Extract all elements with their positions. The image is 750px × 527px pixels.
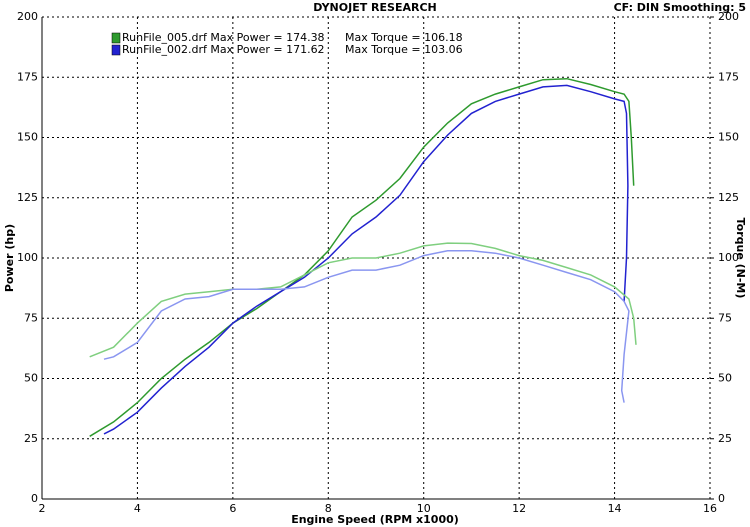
x-tick-label: 2 — [39, 502, 46, 515]
x-tick-label: 14 — [608, 502, 622, 515]
y2-tick-label: 0 — [718, 492, 725, 505]
y-tick-label: 125 — [17, 191, 38, 204]
x-tick-label: 10 — [417, 502, 431, 515]
chart-title: DYNOJET RESEARCH — [313, 1, 436, 14]
legend-entry: Max Torque = 103.06 — [345, 43, 463, 56]
x-tick-label: 12 — [512, 502, 526, 515]
y-tick-label: 200 — [17, 10, 38, 23]
y2-axis-label: Torque (N-M) — [734, 218, 747, 299]
y2-tick-label: 100 — [718, 251, 739, 264]
legend-entry: RunFile_002.drf Max Power = 171.62 — [122, 43, 325, 56]
y2-tick-label: 125 — [718, 191, 739, 204]
y-tick-label: 0 — [31, 492, 38, 505]
x-tick-label: 6 — [229, 502, 236, 515]
torque-line — [89, 242, 637, 358]
power-line — [89, 77, 635, 437]
y-tick-label: 50 — [24, 372, 38, 385]
y2-tick-label: 150 — [718, 131, 739, 144]
y2-tick-label: 75 — [718, 311, 732, 324]
power-line — [103, 84, 629, 435]
torque-line — [103, 250, 630, 403]
y2-tick-label: 50 — [718, 372, 732, 385]
legend-entry: Max Torque = 106.18 — [345, 31, 463, 44]
legend-swatch — [111, 32, 121, 44]
y2-tick-label: 200 — [718, 10, 739, 23]
y-tick-label: 100 — [17, 251, 38, 264]
y-tick-label: 175 — [17, 70, 38, 83]
y-axis-label: Power (hp) — [3, 224, 16, 292]
y2-tick-label: 175 — [718, 70, 739, 83]
x-tick-label: 4 — [134, 502, 141, 515]
chart-subtitle: CF: DIN Smoothing: 5 — [614, 1, 746, 14]
x-tick-label: 16 — [703, 502, 717, 515]
x-axis-label: Engine Speed (RPM x1000) — [291, 513, 459, 526]
x-tick-label: 8 — [325, 502, 332, 515]
legend-swatch — [111, 44, 121, 56]
y-tick-label: 25 — [24, 432, 38, 445]
y-tick-label: 150 — [17, 131, 38, 144]
y2-tick-label: 25 — [718, 432, 732, 445]
legend-entry: RunFile_005.drf Max Power = 174.38 — [122, 31, 325, 44]
y-tick-label: 75 — [24, 311, 38, 324]
